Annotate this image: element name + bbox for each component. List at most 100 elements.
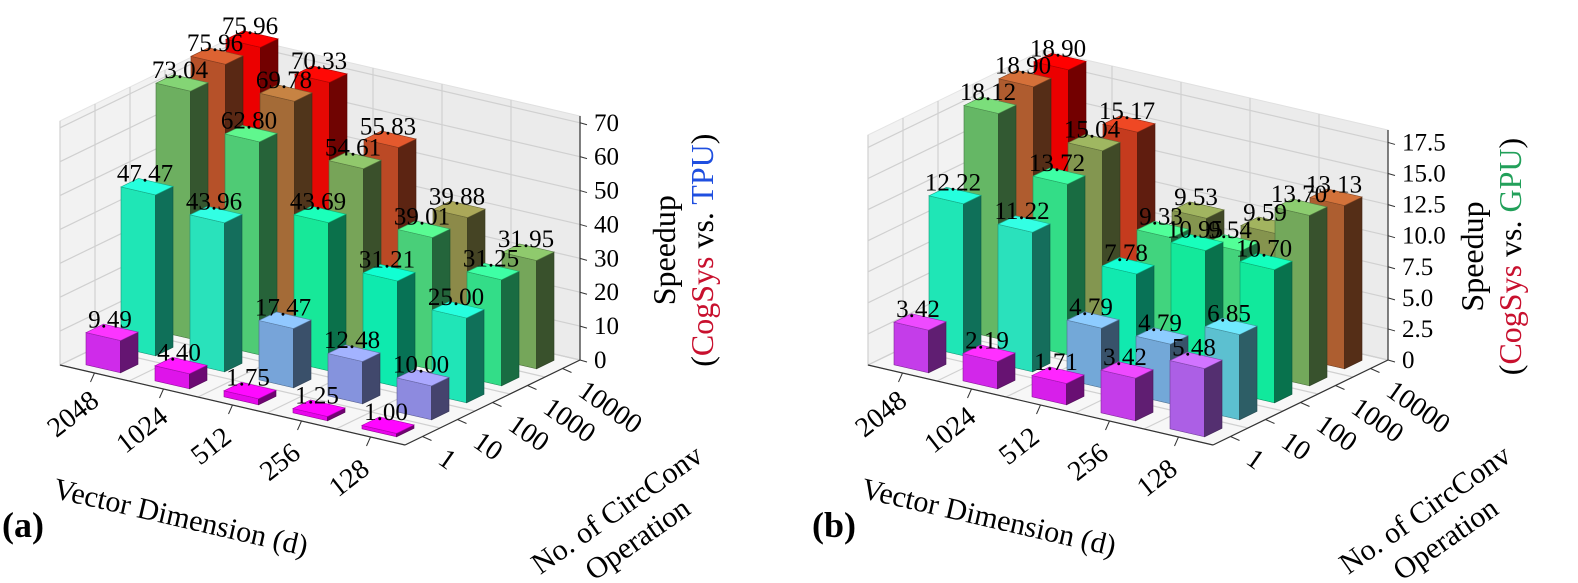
bar xyxy=(327,344,381,405)
x-tick-mark xyxy=(228,404,233,415)
z-tick-mark xyxy=(1387,204,1396,208)
data-label: 7.78 xyxy=(1104,240,1148,267)
data-label: 18.90 xyxy=(995,53,1051,80)
bar-front-face xyxy=(1100,369,1136,422)
data-label: 1.75 xyxy=(226,365,270,392)
z-axis-title-part: ) xyxy=(684,134,720,145)
bar-top-face xyxy=(225,30,279,48)
x-tick-mark xyxy=(297,420,302,431)
data-label: 3.42 xyxy=(1103,344,1147,371)
bar-top-face xyxy=(154,356,208,375)
bar-top-face xyxy=(1102,115,1156,133)
bar-top-face xyxy=(397,220,451,238)
y-tick-mark xyxy=(492,402,502,407)
bar-top-face xyxy=(997,215,1051,233)
data-label: 43.96 xyxy=(186,189,242,216)
z-tick-mark xyxy=(1387,266,1396,270)
z-tick-mark xyxy=(579,122,588,126)
x-tick-label: 2048 xyxy=(42,385,105,444)
panel-b-label: (b) xyxy=(812,505,856,545)
z-tick-label: 5.0 xyxy=(1402,285,1433,312)
z-tick-label: 0 xyxy=(1402,347,1415,374)
y-tick-label: 1 xyxy=(432,443,461,476)
bars xyxy=(893,52,1363,438)
bar-top-face xyxy=(1066,311,1120,329)
data-label: 10.95 xyxy=(1167,216,1223,243)
y-tick-mark xyxy=(1230,436,1240,441)
bar-top-face xyxy=(962,344,1016,362)
z-ticks: 0 10 20 30 40 50 60 70 xyxy=(579,110,619,374)
bar-top-face xyxy=(1204,317,1258,335)
z-tick-mark xyxy=(579,359,588,363)
data-label: 13.70 xyxy=(1271,181,1327,208)
z-tick-mark xyxy=(1387,359,1396,363)
bar-top-face xyxy=(1170,233,1224,251)
data-label: 73.04 xyxy=(152,57,209,84)
x-tick-label: 128 xyxy=(1131,453,1183,503)
data-label: 31.25 xyxy=(463,246,519,273)
panel-a-label: (a) xyxy=(2,505,44,545)
z-axis-title-part: vs. xyxy=(684,205,720,257)
bar xyxy=(928,186,982,357)
z-axis-title-sub: (CogSys vs. TPU) xyxy=(684,134,720,367)
bar-top-face xyxy=(258,311,312,329)
data-label: 4.79 xyxy=(1069,294,1113,321)
data-label: 54.61 xyxy=(325,134,381,161)
bar xyxy=(120,178,174,357)
z-tick-label: 10.0 xyxy=(1402,223,1446,250)
bar-side-face xyxy=(1274,260,1293,404)
z-tick-label: 12.5 xyxy=(1402,192,1446,219)
z-tick-label: 30 xyxy=(594,245,619,272)
data-label: 18.12 xyxy=(960,79,1016,106)
data-label: 25.00 xyxy=(428,284,484,311)
z-tick-mark xyxy=(1387,235,1396,239)
data-label: 62.80 xyxy=(221,108,277,135)
z-tick-mark xyxy=(579,223,588,227)
z-tick-label: 60 xyxy=(594,144,619,171)
bar-top-face xyxy=(1135,327,1189,345)
bar xyxy=(893,313,947,374)
z-axis-title-main: Speedup xyxy=(1454,201,1490,311)
data-label: 69.78 xyxy=(256,67,312,94)
x-tick-mark xyxy=(1174,436,1179,447)
y-tick-mark xyxy=(422,436,432,441)
bar-top-face xyxy=(327,344,381,362)
y-tick-mark xyxy=(1300,402,1310,407)
bar-side-face xyxy=(1204,359,1223,438)
bar-side-face xyxy=(155,185,174,357)
z-tick-mark xyxy=(1387,141,1396,145)
z-tick-mark xyxy=(1387,173,1396,176)
data-label: 15.17 xyxy=(1099,98,1155,125)
bar-side-face xyxy=(536,251,555,370)
bar-top-face xyxy=(362,264,416,282)
data-label: 47.47 xyxy=(117,161,173,188)
data-labels: 9.49 4.40 1.75 1.25 1.00 47.47 43.96 17.47 12.48… xyxy=(88,13,554,426)
data-label: 1.71 xyxy=(1034,349,1078,376)
bar xyxy=(1100,361,1154,422)
data-label: 9.53 xyxy=(1174,184,1218,211)
data-label: 12.48 xyxy=(324,327,380,354)
x-tick-mark xyxy=(1036,404,1041,415)
bar-side-face xyxy=(928,321,947,374)
bar xyxy=(962,344,1016,390)
panel-a: 9.49 4.40 1.75 1.25 1.00 47.47 43.96 17.47 12.48… xyxy=(42,13,720,583)
bar-top-face xyxy=(1032,167,1086,185)
z-tick-label: 20 xyxy=(594,279,619,306)
bar-top-face xyxy=(1274,198,1328,216)
data-label: 17.47 xyxy=(255,294,311,321)
bar xyxy=(1169,351,1223,438)
z-tick-label: 50 xyxy=(594,178,619,205)
data-label: 39.01 xyxy=(394,203,450,230)
bars xyxy=(85,30,555,438)
y-tick-label: 10 xyxy=(1275,426,1316,467)
bar-top-face xyxy=(259,84,313,102)
x-tick-mark xyxy=(159,388,164,399)
data-label: 9.33 xyxy=(1139,204,1183,231)
data-label: 12.22 xyxy=(925,170,981,197)
bar-top-face xyxy=(155,74,209,92)
z-axis-title-part: ( xyxy=(1492,365,1528,376)
data-label: 31.95 xyxy=(498,226,554,253)
z-axis-title-part: vs. xyxy=(1492,212,1528,264)
bar xyxy=(258,311,312,389)
z-tick-mark xyxy=(1387,328,1396,332)
